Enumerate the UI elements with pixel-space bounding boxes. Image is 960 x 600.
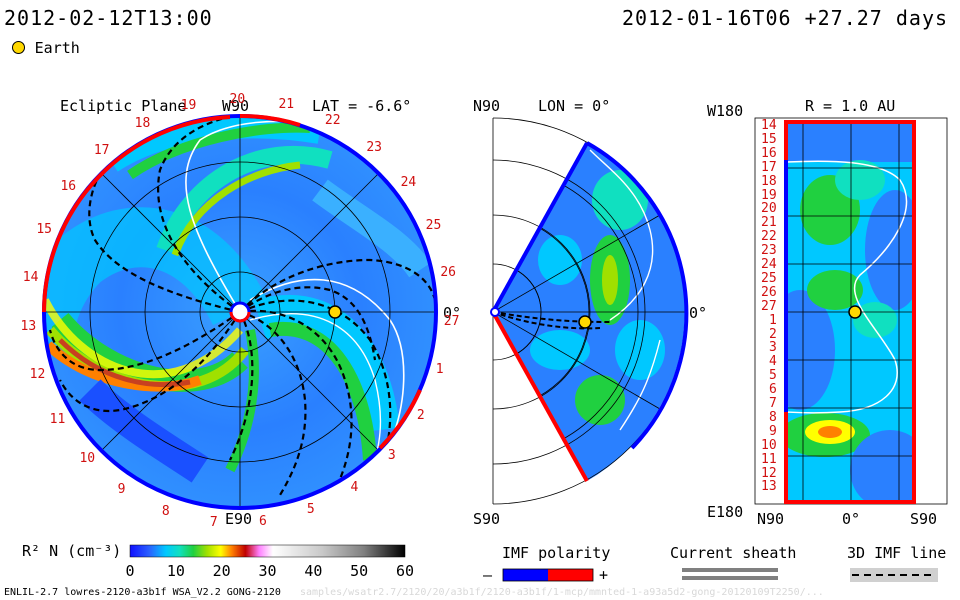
sphere-row-label: 12 [761,465,777,481]
rotation-number: 15 [36,222,53,238]
meridional-n90-label: N90 [473,97,501,115]
model-date: 2012-02-12T13:00 [4,6,213,30]
sphere-w180-label: W180 [707,102,744,120]
imf-polarity-swatch [502,568,594,582]
sphere-row-label: 18 [761,173,777,189]
ecliptic-title: Ecliptic Plane [60,97,187,115]
rotation-number: 25 [425,217,442,233]
sphere-row-label: 26 [761,284,777,300]
rotation-number: 23 [366,140,383,156]
rotation-number: 6 [259,514,267,530]
sphere-axis-n90: N90 [757,510,785,528]
sphere-row-label: 3 [769,340,777,356]
ecliptic-e90-label: E90 [225,510,253,528]
colorbar-tick: 20 [212,562,231,580]
footer-model-info: ENLIL-2.7 lowres-2120-a3b1f WSA_V2.2 GON… [4,587,281,598]
ecliptic-lat-label: LAT = -6.6° [312,97,412,115]
earth-marker-icon [12,41,25,54]
sphere-row-label: 9 [769,423,777,439]
run-date: 2012-01-16T06 +27.27 days [622,6,949,30]
rotation-number: 24 [400,175,417,191]
earth-legend: Earth [12,38,80,57]
sphere-row-label: 4 [769,354,777,370]
rotation-number: 16 [60,179,77,195]
rotation-number: 18 [134,115,151,131]
sphere-row-label: 5 [769,368,777,384]
sphere-row-label: 20 [761,201,777,217]
rotation-number: 11 [49,412,66,428]
imf-polarity-plus: + [599,566,609,584]
sphere-row-label: 23 [761,243,777,259]
rotation-number: 26 [440,264,456,280]
rotation-number: 3 [387,447,396,463]
sphere-plot [754,117,948,505]
sphere-axis-0deg: 0° [842,510,861,528]
colorbar-tick: 50 [350,562,369,580]
colorbar-tick: 40 [304,562,323,580]
sphere-row-label: 15 [761,131,777,147]
sphere-row-label: 2 [769,326,777,342]
imf-line-swatch [850,568,938,582]
rotation-number: 4 [350,479,359,495]
ecliptic-w90-label: W90 [222,97,250,115]
rotation-number: 2 [416,407,425,423]
sphere-row-label: 11 [761,451,777,467]
colorbar-tick: 0 [125,562,135,580]
rotation-number: 5 [306,502,315,518]
sphere-e180-label: E180 [707,503,744,521]
meridional-s90-label: S90 [473,510,501,528]
ecliptic-0deg-label: 0° [443,304,462,322]
rotation-number: 19 [180,98,197,114]
rotation-number: 17 [93,143,110,159]
earth-position-meridional [578,315,592,329]
rotation-number: 22 [324,113,341,129]
colorbar-label: R² N (cm⁻³) [22,542,122,560]
rotation-number: 8 [161,504,170,520]
rotation-number: 10 [79,451,96,467]
footer-path: samples/wsatr2.7/2120/20/a3b1f/2120-a3b1… [300,587,824,598]
ecliptic-plane-plot [42,113,438,510]
sphere-row-label: 17 [761,159,777,175]
rotation-number: 13 [20,318,37,334]
colorbar-tick: 30 [258,562,277,580]
rotation-number: 9 [117,482,126,498]
rotation-number: 20 [229,92,246,107]
sphere-row-label: 14 [761,118,777,133]
rotation-number: 14 [22,269,39,285]
sphere-row-label: 7 [769,396,777,411]
sphere-row-label: 1 [769,312,777,328]
imf-polarity-minus: – [483,566,493,584]
sphere-row-label: 22 [761,229,777,245]
earth-position-sphere [848,305,862,319]
earth-position-ecliptic [328,305,342,319]
sphere-row-label: 16 [761,145,777,161]
rotation-number: 21 [278,97,295,113]
sphere-row-label: 24 [761,257,777,272]
rotation-number: 1 [435,362,444,378]
sphere-row-label: 19 [761,187,777,203]
meridional-0deg-label: 0° [689,304,708,322]
sphere-row-label: 6 [769,382,777,398]
sphere-title: R = 1.0 AU [805,97,896,115]
imf-polarity-title: IMF polarity [502,544,611,562]
sphere-row-label: 10 [761,437,777,453]
current-sheath-title: Current sheath [670,544,797,562]
rotation-number: 12 [29,367,46,383]
colorbar-tick: 10 [166,562,185,580]
sphere-row-label: 21 [761,215,777,231]
sphere-row-label: 13 [761,479,777,495]
meridional-lon-label: LON = 0° [538,97,611,115]
rotation-number: 7 [209,514,218,530]
imf-line-title: 3D IMF line [847,544,947,562]
sphere-row-label: 25 [761,270,777,286]
current-sheath-swatch [682,568,778,580]
colorbar [129,544,406,558]
rotation-number: 27 [443,313,460,329]
sphere-axis-s90: S90 [910,510,938,528]
colorbar-tick: 60 [396,562,415,580]
sphere-row-label: 8 [769,409,777,425]
sphere-row-label: 27 [761,298,777,314]
